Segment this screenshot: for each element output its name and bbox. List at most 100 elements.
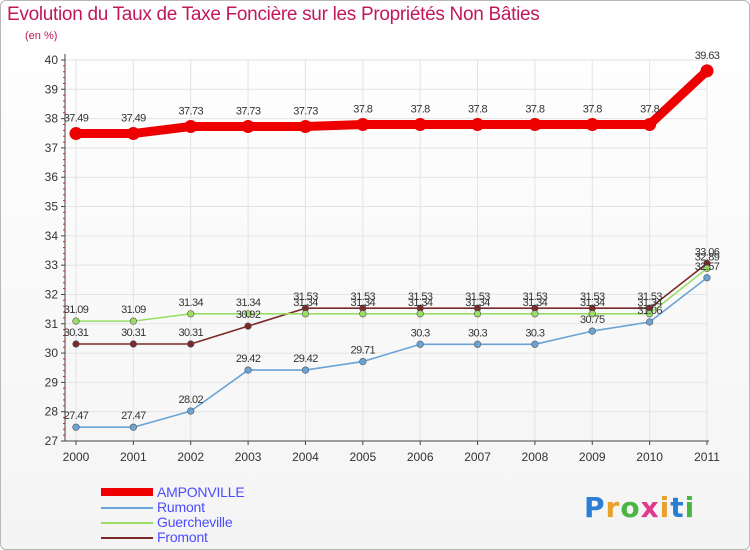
logo-letter: i [659, 491, 671, 524]
y-tick-label: 39 [45, 82, 59, 96]
data-label-rumont: 29.42 [236, 353, 261, 365]
data-label-fromont: 31.53 [408, 291, 433, 303]
data-point-fromont [187, 340, 195, 348]
x-tick-label: 2009 [579, 450, 606, 464]
logo-letter: r [605, 491, 621, 524]
data-point-guercheville [416, 310, 424, 318]
y-tick-label: 33 [45, 258, 59, 272]
data-point-guercheville [244, 310, 252, 318]
legend-label-amponville: AMPONVILLE [157, 484, 245, 500]
legend-label-fromont: Fromont [157, 529, 208, 545]
data-label-amponville: 37.73 [178, 106, 203, 118]
series-line-rumont [75, 276, 708, 429]
data-label-rumont: 27.47 [121, 410, 146, 422]
data-label-amponville: 37.8 [525, 103, 544, 115]
data-point-fromont [72, 340, 80, 348]
data-label-guercheville: 31.34 [637, 297, 662, 309]
data-point-amponville [700, 64, 714, 78]
data-label-rumont: 30.3 [468, 327, 487, 339]
data-point-guercheville [588, 310, 596, 318]
data-point-rumont [129, 423, 137, 431]
data-point-rumont [187, 407, 195, 415]
series-line-guercheville [75, 267, 708, 322]
proxiti-logo: Proxiti [584, 491, 695, 524]
y-tick-label: 28 [45, 405, 59, 419]
logo-letter: P [584, 491, 606, 524]
data-point-amponville [184, 120, 198, 134]
data-point-amponville [69, 127, 83, 141]
data-label-amponville: 37.8 [640, 103, 659, 115]
data-label-guercheville: 31.34 [523, 297, 548, 309]
data-point-rumont [531, 340, 539, 348]
data-label-fromont: 30.92 [236, 309, 261, 321]
data-label-rumont: 30.3 [525, 327, 544, 339]
logo-letter: x [640, 491, 660, 524]
data-label-guercheville: 32.89 [695, 251, 720, 263]
series-line-amponville [71, 66, 712, 139]
legend-swatch-rumont [101, 507, 153, 509]
data-label-fromont: 31.53 [523, 291, 548, 303]
data-point-rumont [72, 423, 80, 431]
data-point-guercheville [359, 310, 367, 318]
data-point-amponville [413, 117, 427, 131]
legend-swatch-guercheville [101, 522, 153, 524]
data-label-amponville: 37.8 [583, 103, 602, 115]
data-label-guercheville: 31.09 [64, 304, 89, 316]
series-line-fromont [75, 262, 708, 345]
chart-title: Evolution du Taux de Taxe Foncière sur l… [7, 4, 540, 25]
data-label-amponville: 39.63 [695, 50, 720, 62]
data-point-fromont [129, 340, 137, 348]
data-point-amponville [241, 120, 255, 134]
y-tick-label: 37 [45, 141, 59, 155]
data-label-guercheville: 31.34 [580, 297, 605, 309]
data-point-amponville [126, 127, 140, 141]
data-point-rumont [473, 340, 482, 348]
x-tick-label: 2007 [464, 450, 491, 464]
data-label-guercheville: 31.34 [408, 297, 433, 309]
x-tick-label: 2004 [292, 450, 319, 464]
data-point-rumont [416, 340, 424, 348]
data-label-fromont: 33.06 [695, 246, 720, 258]
data-label-fromont: 31.53 [293, 291, 318, 303]
y-tick-label: 31 [45, 317, 59, 331]
x-tick-label: 2006 [407, 450, 434, 464]
data-label-fromont: 31.53 [580, 291, 605, 303]
data-point-rumont [301, 366, 310, 374]
data-label-rumont: 28.02 [178, 394, 203, 406]
data-point-guercheville [129, 317, 137, 325]
data-point-guercheville [473, 310, 482, 318]
data-point-amponville [356, 117, 370, 131]
data-label-rumont: 29.42 [293, 353, 318, 365]
data-label-amponville: 37.73 [236, 106, 261, 118]
y-tick-label: 35 [45, 200, 59, 214]
data-point-amponville [298, 120, 312, 134]
y-tick-label: 32 [45, 287, 59, 301]
y-tick-label: 40 [45, 53, 59, 67]
data-point-amponville [471, 117, 485, 131]
x-tick-label: 2008 [522, 450, 549, 464]
data-point-guercheville [72, 317, 80, 325]
x-tick-label: 2001 [120, 450, 147, 464]
x-tick-label: 2010 [636, 450, 663, 464]
data-label-amponville: 37.8 [411, 103, 430, 115]
logo-letter: t [670, 491, 685, 524]
data-label-guercheville: 31.34 [351, 297, 376, 309]
data-label-fromont: 30.31 [64, 327, 89, 339]
legend-label-guercheville: Guercheville [157, 514, 233, 530]
data-label-fromont: 30.31 [178, 327, 203, 339]
data-label-fromont: 31.53 [351, 291, 376, 303]
data-label-rumont: 29.71 [351, 345, 376, 357]
data-label-amponville: 37.8 [468, 103, 487, 115]
y-tick-label: 27 [45, 434, 59, 448]
data-label-amponville: 37.49 [121, 113, 146, 125]
data-label-guercheville: 31.34 [236, 297, 261, 309]
data-label-guercheville: 31.34 [293, 297, 318, 309]
data-point-rumont [646, 318, 654, 326]
data-point-fromont [244, 322, 252, 330]
y-tick-label: 38 [45, 112, 59, 126]
data-label-rumont: 32.57 [695, 261, 720, 273]
data-label-amponville: 37.8 [353, 103, 372, 115]
y-tick-label: 30 [45, 346, 59, 360]
